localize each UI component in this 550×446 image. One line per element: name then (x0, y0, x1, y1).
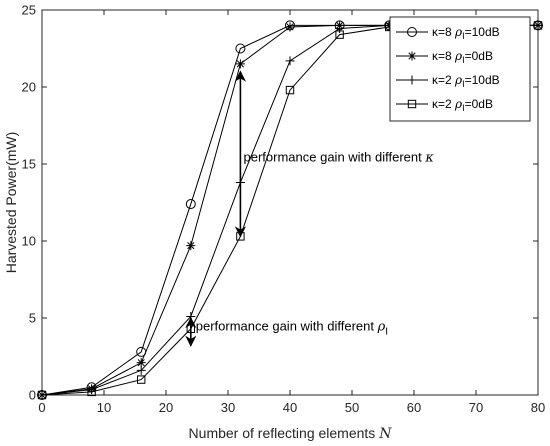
x-tick-label: 0 (38, 400, 45, 415)
x-axis-label: Number of reflecting elements N (189, 425, 393, 442)
annotation-text-gain_kappa: performance gain with different κ (244, 149, 435, 165)
x-tick-label: 10 (97, 400, 111, 415)
legend-label: κ=2 ρI=10dB (432, 73, 500, 89)
y-axis-ticks: 0 5 10 15 20 25 (22, 3, 538, 403)
legend-entry-k8_0dB: κ=8 ρI=0dB (396, 49, 493, 65)
x-tick-label: 30 (221, 400, 235, 415)
y-axis-label: Harvested Power(mW) (3, 132, 19, 274)
data-point-k8_10dB (185, 199, 196, 210)
data-point-k2_0dB (533, 21, 543, 30)
legend-label: κ=8 ρI=0dB (432, 49, 493, 65)
legend-entry-k2_10dB: κ=2 ρI=10dB (396, 73, 500, 89)
x-tick-label: 70 (469, 400, 483, 415)
x-tick-label: 80 (531, 400, 545, 415)
data-point-k8_0dB (136, 358, 146, 368)
legend-marker (407, 99, 417, 109)
x-tick-label: 40 (283, 400, 297, 415)
y-tick-label: 5 (29, 311, 36, 326)
data-point-k2_10dB (87, 385, 97, 395)
legend-marker (407, 51, 417, 61)
data-point-k8_0dB (235, 59, 245, 69)
annotation-text-gain_rho: performance gain with different ρI (196, 319, 388, 338)
data-point-k8_0dB (285, 22, 295, 32)
data-point-k8_0dB (186, 241, 196, 251)
data-point-k2_10dB (335, 23, 345, 33)
x-tick-label: 50 (345, 400, 359, 415)
annotation-layer: performance gain with different κ perform… (185, 70, 435, 347)
annotation-gain_rho: performance gain with different ρI (185, 316, 388, 347)
data-point-k2_0dB (335, 30, 344, 39)
legend: κ=8 ρI=10dB κ=8 ρI=0dB κ=2 ρI=10dB κ=2 ρI=0… (389, 16, 531, 122)
legend-marker (407, 75, 417, 85)
y-tick-label: 25 (22, 3, 36, 18)
legend-label: κ=8 ρI=10dB (432, 25, 500, 41)
data-point-k8_10dB (235, 43, 246, 54)
annotation-gain_kappa: performance gain with different κ (234, 70, 435, 238)
data-point-k2_0dB (137, 375, 146, 384)
data-point-k2_10dB (136, 365, 146, 375)
y-tick-label: 0 (29, 388, 36, 403)
data-point-k2_10dB (285, 56, 295, 66)
data-point-k2_0dB (285, 85, 295, 95)
data-point-k2_0dB (87, 387, 96, 397)
x-tick-label: 60 (407, 400, 421, 415)
data-point-k2_0dB (37, 390, 47, 400)
y-tick-label: 15 (22, 157, 36, 172)
legend-label: κ=2 ρI=0dB (432, 97, 493, 113)
legend-entry-k2_0dB: κ=2 ρI=0dB (396, 97, 493, 113)
y-tick-label: 10 (22, 234, 36, 249)
legend-marker (407, 27, 417, 37)
x-tick-label: 20 (159, 400, 173, 415)
x-axis-ticks: 0 10 20 30 40 50 60 70 80 (38, 10, 545, 415)
legend-entry-k8_10dB: κ=8 ρI=10dB (396, 25, 500, 41)
y-tick-label: 20 (22, 80, 36, 95)
